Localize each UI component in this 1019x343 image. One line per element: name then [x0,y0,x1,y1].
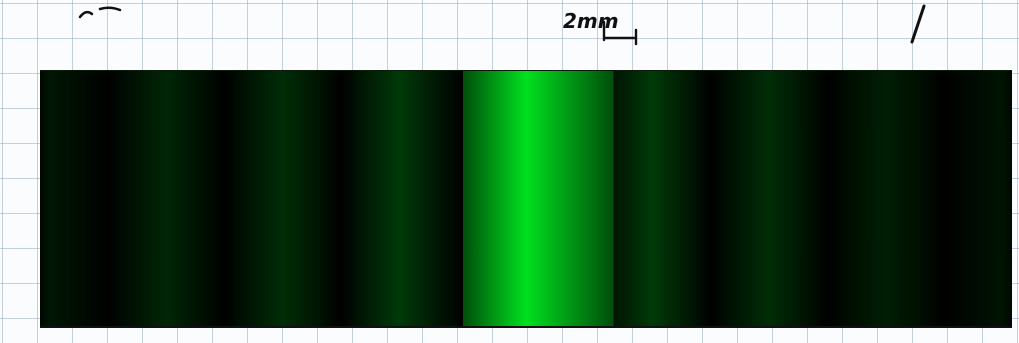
interference-pattern [40,70,1012,328]
